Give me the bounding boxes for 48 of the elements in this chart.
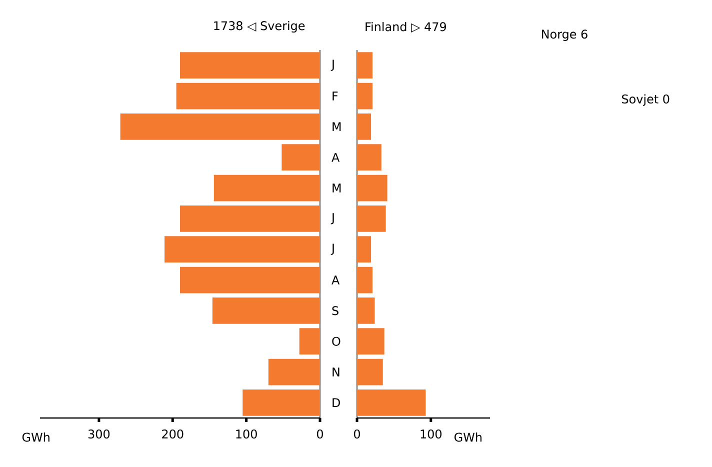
y-tick-label: O <box>332 336 340 346</box>
x-tick-label: 300 <box>88 429 110 439</box>
x-tick-label: 0 <box>354 429 360 439</box>
bar <box>176 82 320 110</box>
bar <box>357 358 383 386</box>
bar <box>299 328 320 355</box>
x-tick-label: 100 <box>236 429 257 439</box>
text: Norge 6 <box>542 30 588 41</box>
x-tick-label: 100 <box>420 429 442 439</box>
x-axis-title: GWh <box>454 432 482 442</box>
bar <box>214 174 320 202</box>
y-tick-label: M <box>332 184 341 192</box>
text: Sovjet 0 <box>622 94 670 106</box>
bar <box>120 113 320 140</box>
bar <box>357 266 373 294</box>
bar <box>357 389 426 416</box>
y-tick-label: D <box>332 398 340 408</box>
bar <box>357 328 384 355</box>
y-tick-label: A <box>332 276 340 284</box>
bar <box>180 266 320 294</box>
bar <box>357 205 386 232</box>
y-tick-label: S <box>332 306 338 316</box>
x-axis-title: GWh <box>22 432 50 442</box>
bar <box>357 113 372 140</box>
y-tick-label: J <box>330 60 334 71</box>
bar <box>357 52 373 79</box>
x-tick-label: 0 <box>316 429 324 439</box>
chart-title: Finland ▷ 479 <box>366 22 446 33</box>
bar <box>357 144 382 171</box>
y-tick-label: A <box>332 152 340 162</box>
bar <box>357 236 372 263</box>
bar <box>180 205 320 232</box>
y-tick-label: M <box>332 122 341 132</box>
bar <box>242 389 320 416</box>
bar <box>357 297 375 324</box>
bar <box>357 174 388 202</box>
bar <box>282 144 320 171</box>
bar <box>164 236 320 263</box>
chart-title: 1738 ◁ Sverige <box>214 20 305 33</box>
y-tick-label: N <box>332 368 340 376</box>
y-tick-label: F <box>332 92 338 100</box>
bar <box>180 52 320 79</box>
y-tick-label: J <box>330 244 334 255</box>
x-tick-label: 200 <box>162 429 184 439</box>
y-tick-label: J <box>330 213 334 224</box>
bar <box>212 297 320 324</box>
bar <box>357 82 373 110</box>
bar <box>268 358 320 386</box>
